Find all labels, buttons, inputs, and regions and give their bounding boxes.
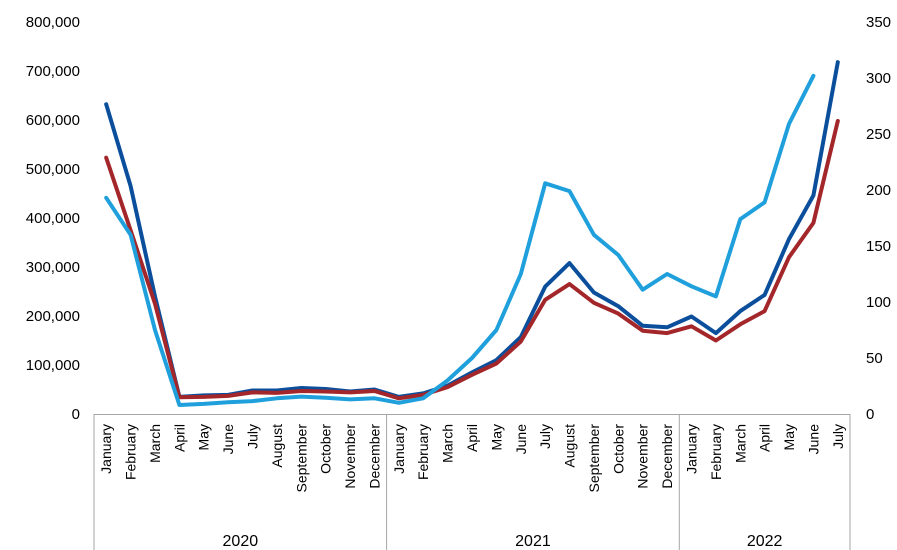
year-label: 2021 [515,533,551,550]
month-label: May [488,424,504,450]
right-axis-ticks: 0 50 100 150 200 250 300 350 [866,14,891,423]
month-label: July [245,424,261,449]
month-label: January [684,424,700,474]
month-label: January [391,424,407,474]
month-label: April [171,424,187,452]
month-label: September [293,424,309,493]
month-label: June [220,424,236,455]
month-label: November [342,424,358,489]
left-tick-label: 300,000 [26,259,80,276]
month-label: August [269,424,285,468]
month-label: June [805,424,821,455]
month-label: August [562,424,578,468]
month-label: March [440,424,456,463]
month-label: April [757,424,773,452]
right-tick-label: 50 [866,350,883,367]
left-tick-label: 600,000 [26,112,80,129]
month-label: October [610,424,626,474]
month-label: February [123,424,139,480]
series-line-2 [104,119,840,401]
right-tick-label: 150 [866,238,891,255]
left-tick-label: 100,000 [26,357,80,374]
month-label: February [415,424,431,480]
month-label: September [586,424,602,493]
left-tick-label: 0 [72,406,80,423]
month-label: March [147,424,163,463]
left-tick-label: 500,000 [26,161,80,178]
month-label: March [732,424,748,463]
month-label: July [537,424,553,449]
month-label: October [318,424,334,474]
month-label: June [513,424,529,455]
month-label: July [830,424,846,449]
series-line-3 [104,73,816,407]
left-tick-label: 800,000 [26,14,80,31]
right-tick-label: 0 [866,406,874,423]
month-label: November [635,424,651,489]
right-tick-label: 350 [866,14,891,31]
year-label: 2022 [747,533,783,550]
month-label: December [367,424,383,489]
month-label: February [708,424,724,480]
month-label: May [196,424,212,450]
series-line-1 [104,60,840,399]
month-label: April [464,424,480,452]
series-layer [104,60,840,407]
month-label: January [98,424,114,474]
year-label: 2020 [223,533,259,550]
right-tick-label: 250 [866,126,891,143]
right-tick-label: 100 [866,294,891,311]
right-tick-label: 300 [866,70,891,87]
left-axis-ticks: 0 100,000 200,000 300,000 400,000 500,000 600,… [26,14,80,423]
left-tick-label: 700,000 [26,63,80,80]
x-axis: January February March April May June July Augu… [93,414,851,550]
month-label: May [781,424,797,450]
right-tick-label: 200 [866,182,891,199]
left-tick-label: 200,000 [26,308,80,325]
left-tick-label: 400,000 [26,210,80,227]
month-label: December [659,424,675,489]
